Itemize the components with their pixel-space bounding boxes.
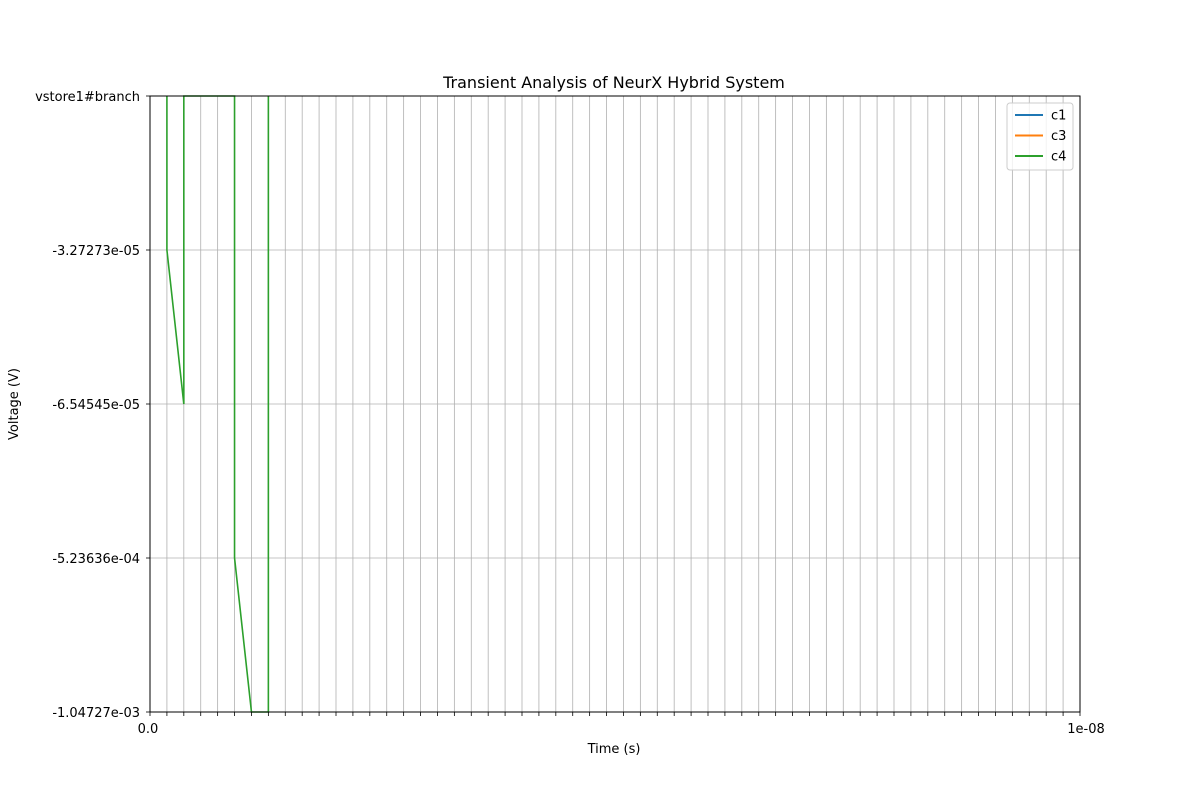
y-tick-label: -6.54545e-05: [52, 398, 140, 413]
chart-title: Transient Analysis of NeurX Hybrid Syste…: [442, 73, 785, 92]
y-axis-label: Voltage (V): [7, 368, 22, 440]
y-tick-label: -1.04727e-03: [52, 706, 140, 721]
grid: [149, 95, 1081, 713]
legend-label-c3: c3: [1051, 129, 1066, 144]
legend-label-c4: c4: [1051, 150, 1066, 165]
legend: c1 c3 c4: [1006, 102, 1074, 171]
y-tick-label: -3.27273e-05: [52, 244, 140, 259]
x-tick-label: 0.0: [138, 722, 159, 737]
y-tick-label: -5.23636e-04: [52, 552, 140, 567]
x-axis-label: Time (s): [587, 742, 641, 757]
y-tick-label: vstore1#branch: [35, 90, 140, 105]
ticks: 0.0 1e-08 -1.04727e-03 -5.23636e-04 -6.54545…: [35, 90, 1105, 737]
x-tick-label: 1e-08: [1067, 722, 1105, 737]
legend-label-c1: c1: [1051, 109, 1066, 124]
